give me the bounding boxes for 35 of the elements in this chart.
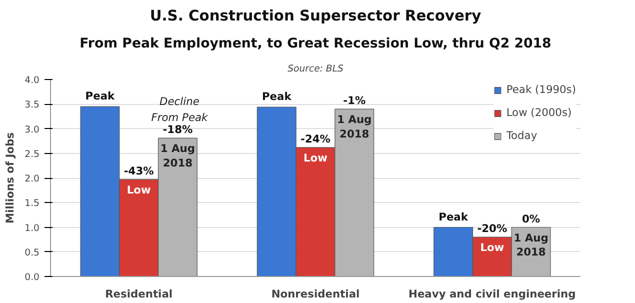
annotation: -20% — [477, 222, 508, 236]
annotation: -24% — [300, 132, 331, 146]
legend-label: Peak (1990s) — [506, 83, 576, 96]
y-tick-label: 4.0 — [24, 75, 40, 86]
data-label: Peak — [438, 210, 469, 224]
annotation: Decline From Peak — [151, 95, 209, 124]
y-tick-label: 3.5 — [24, 100, 40, 111]
y-tick-label: 1.5 — [24, 198, 40, 210]
x-tick-label: Residential — [105, 288, 173, 300]
chart-subtitle: From Peak Employment, to Great Recession Low, thru Q2 2018 — [80, 36, 552, 52]
annotation: 1 Aug 2018 — [337, 113, 372, 140]
y-tick-label: 0.0 — [24, 272, 40, 283]
annotation: -18% — [162, 123, 193, 136]
x-tick-label: Heavy and civil engineering — [408, 288, 576, 300]
annotation: 1 Aug 2018 — [160, 142, 195, 170]
annotation: -43% — [124, 164, 154, 178]
annotation: -1% — [343, 94, 366, 108]
data-label: Peak — [262, 90, 292, 104]
data-label: Low — [304, 151, 328, 164]
data-label: Low — [126, 183, 151, 196]
y-tick-label: 3.0 — [24, 124, 40, 136]
annotation: 0% — [522, 212, 540, 226]
x-tick-label: Nonresidential — [271, 288, 360, 300]
y-tick-label: 2.5 — [24, 148, 40, 160]
source-note: Source: BLS — [288, 64, 344, 74]
chart-title: U.S. Construction Supersector Recovery — [150, 8, 482, 24]
legend-label: Low (2000s) — [506, 106, 572, 119]
legend-label: Today — [506, 129, 538, 142]
y-tick-label: 1.0 — [24, 222, 40, 234]
y-tick-label: 0.5 — [24, 247, 40, 258]
y-axis-title: Millions of Jobs — [4, 132, 17, 224]
data-label: Low — [480, 241, 504, 254]
data-label: Peak — [85, 90, 116, 103]
annotation: 1 Aug 2018 — [514, 231, 548, 259]
y-tick-label: 2.0 — [24, 174, 40, 184]
